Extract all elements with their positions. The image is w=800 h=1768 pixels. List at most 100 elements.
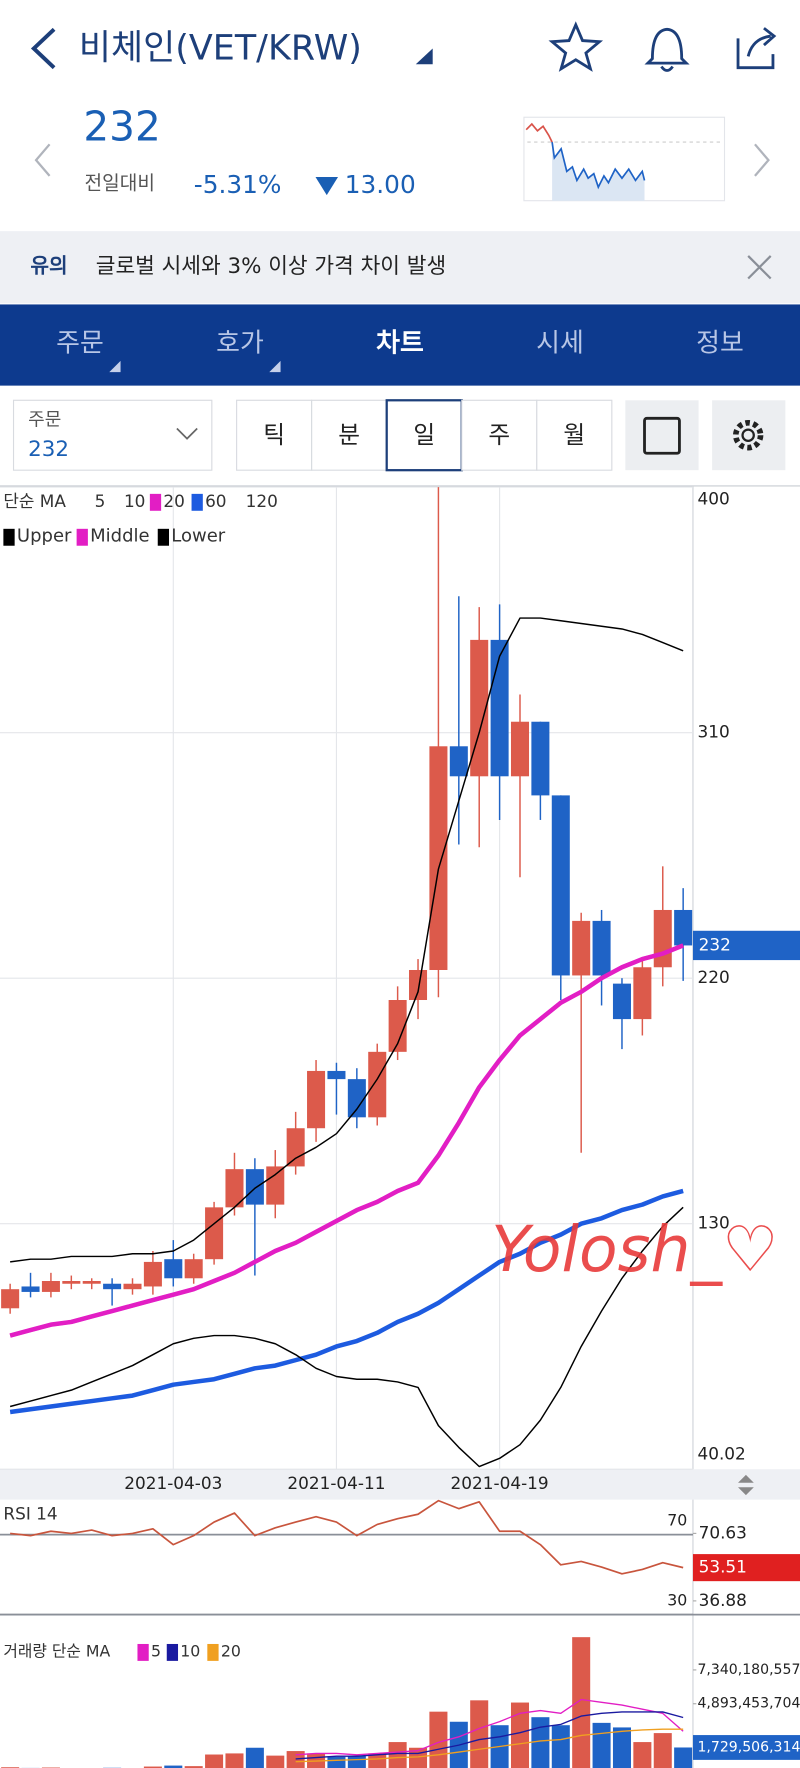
settings-button[interactable] [712,400,786,471]
legend-label: 20 [163,491,184,511]
period-button[interactable] [311,399,388,471]
candle-body [123,1283,142,1290]
current-price-label: 232 [699,934,731,954]
draw-icon [643,416,681,455]
volume-bar [205,1754,224,1768]
legend-swatch [157,528,170,546]
current-volume-label: 1,729,506,314 [697,1739,800,1755]
candle-body [368,1051,387,1118]
order-select[interactable] [12,399,213,471]
candle-body [327,1070,346,1080]
volume-bar [653,1733,672,1768]
period-button[interactable] [236,399,313,471]
y-tick-label: 130 [697,1213,729,1233]
x-tick-label: 2021-04-03 [124,1473,222,1493]
prev-button[interactable] [34,143,51,177]
volume-bar [531,1717,550,1768]
candle-body [225,1169,244,1208]
charts: 2021-04-03 2021-04-11 2021-04-19 400 310 220 1… [0,486,800,1768]
candle-body [164,1259,183,1279]
candle-body [653,909,672,968]
alarm-icon[interactable] [644,27,690,72]
tab[interactable]: 주문 [56,328,104,358]
tabs: 주문 호가 차트 시세 정보 [56,328,744,358]
volume-ma-line [295,1711,684,1760]
notice-close[interactable] [747,255,772,280]
volume-bar [143,1766,162,1768]
candle-body [470,639,489,777]
next-button[interactable] [754,143,770,177]
legend-label: Middle [90,526,149,547]
candle-body [205,1207,224,1260]
level-label: 30 [667,1591,687,1610]
title-dropdown-icon[interactable] [415,48,433,65]
legend-label: 60 [205,491,226,511]
legend-label: 10 [180,1641,200,1660]
candle-body [143,1261,162,1287]
volume-bar [612,1727,631,1768]
level-label: 70 [667,1511,687,1530]
x-tick-label: 2021-04-19 [451,1473,549,1493]
period-button[interactable] [461,399,538,471]
volume-bar [164,1765,183,1768]
volume-bar [225,1753,244,1768]
volume-bar [674,1747,693,1768]
volume-bar [184,1766,203,1768]
coin-title[interactable]: 비체인(VET/KRW) [79,29,362,69]
select-chevron [176,427,198,440]
settings-gear [732,420,764,451]
candle-body [449,746,468,777]
tab[interactable]: 차트 [376,328,424,358]
draw-button[interactable] [625,400,699,471]
order-select-label: 주문 [28,410,61,431]
candle-body [531,721,550,796]
candle-body [245,1169,264,1205]
candle-body [388,1000,407,1052]
mini-chart-line-up [525,122,553,143]
legend-swatch [166,1643,179,1661]
legend-swatch [191,493,203,511]
candle-body [572,920,591,976]
favorite-icon[interactable] [548,21,604,72]
tab-menu-marker [109,360,121,373]
candle-body [62,1281,81,1284]
notice-tag: 유의 [30,254,67,278]
legend-label: 5 [151,1641,161,1660]
candle-body [592,920,611,976]
y-tick-label: 70.63 [699,1522,747,1542]
period-label: 주 [488,421,510,449]
change-label: 전일대비 [85,171,155,194]
down-arrow [315,177,339,196]
tab[interactable]: 시세 [536,328,584,358]
rsi-line [10,1499,684,1575]
change-rate: -5.31% [194,170,282,199]
period-label: 분 [338,421,360,449]
date-band [0,1469,800,1500]
period-button[interactable] [536,399,613,471]
resize-handle[interactable] [738,1474,754,1496]
period-label: 월 [563,421,585,449]
share-icon[interactable] [736,27,777,70]
mini-chart-area [552,142,645,201]
y-tick-label: 7,340,180,557 [697,1662,800,1678]
settings-gear-hole [741,428,755,443]
candle-body [429,746,448,970]
candle-body [347,1079,366,1118]
volume-bar [347,1755,366,1768]
legend-swatch [76,528,88,546]
tab[interactable]: 정보 [696,328,744,358]
candle-body [184,1259,203,1279]
period-label: 틱 [263,421,285,449]
candle-body [82,1281,101,1284]
tab[interactable]: 호가 [216,328,264,358]
y-tick-label: 400 [697,489,729,509]
candle-body [612,983,631,1020]
legend-swatch [207,1643,219,1661]
volume-bar [327,1756,346,1768]
bollinger-line [10,617,684,1263]
volume-bar [551,1725,570,1768]
y-tick-label: 310 [697,722,729,742]
back-button[interactable] [30,27,56,70]
